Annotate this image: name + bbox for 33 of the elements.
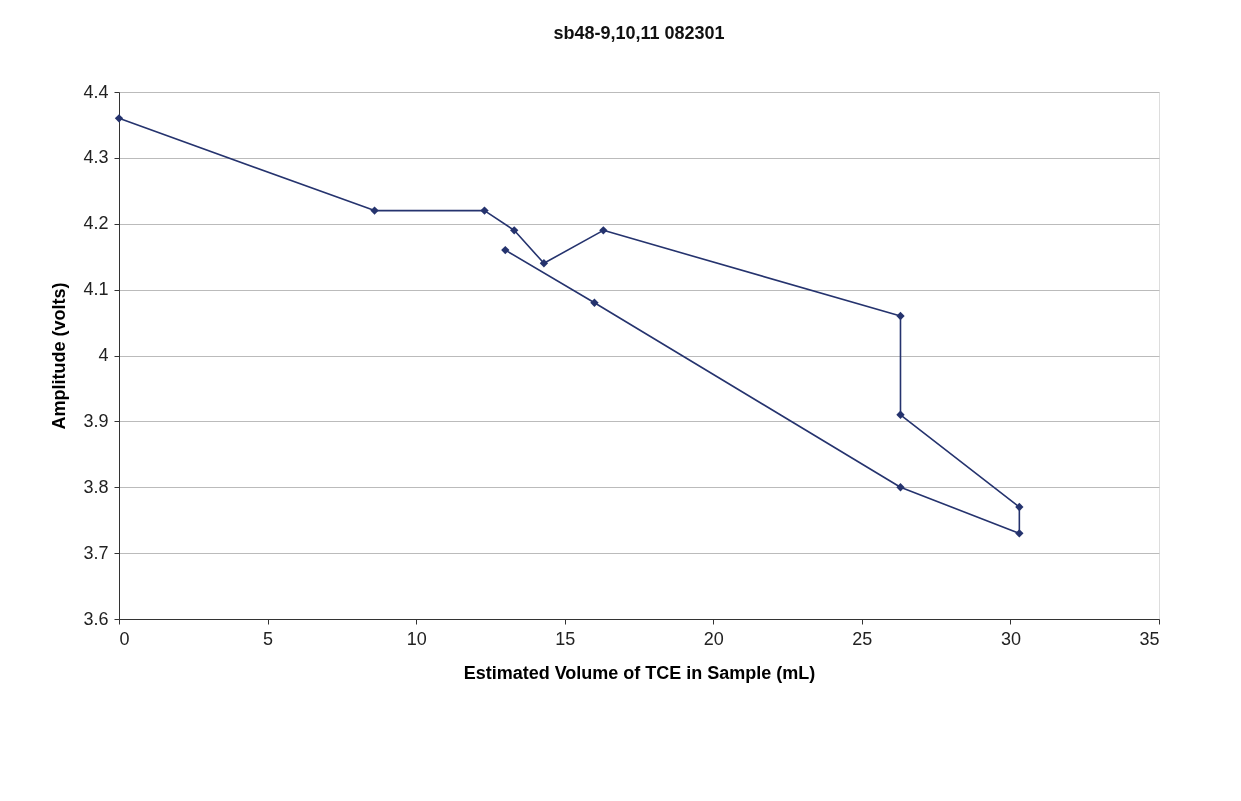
- point: [590, 298, 599, 307]
- point: [539, 259, 549, 268]
- point: [114, 114, 124, 123]
- y-tick-label: 4.3: [83, 147, 109, 168]
- x-tick-label: 20: [703, 628, 724, 649]
- y-tick-label: 3.8: [83, 476, 109, 497]
- x-tick-label: 10: [406, 628, 427, 649]
- point: [896, 483, 905, 492]
- y-tick-label: 4.1: [83, 279, 109, 300]
- y-tick-label: 4.4: [83, 81, 109, 102]
- point: [501, 245, 510, 255]
- y-axis-title: Amplitude (volts): [49, 282, 70, 430]
- x-axis-title: Estimated Volume of TCE in Sample (mL): [463, 662, 816, 683]
- x-tick-label: 0: [119, 628, 130, 649]
- y-tick-label: 4.2: [83, 213, 109, 234]
- y-tick-label: 3.9: [83, 410, 109, 431]
- point: [510, 226, 519, 235]
- y-tick-label: 4: [98, 345, 109, 365]
- x-tick-label: 15: [555, 628, 576, 649]
- point: [599, 226, 608, 235]
- x-tick-label: 35: [1139, 628, 1160, 649]
- chart-title: sb48-9,10,11 082301: [553, 23, 725, 43]
- point: [896, 311, 905, 321]
- point: [370, 206, 379, 215]
- point: [480, 206, 489, 215]
- x-tick-label: 30: [1000, 628, 1021, 649]
- y-tick-label: 3.6: [83, 608, 109, 629]
- x-tick-label: 25: [852, 628, 873, 649]
- x-tick-label: 5: [263, 628, 274, 649]
- point: [896, 410, 905, 419]
- y-tick-label: 3.7: [83, 542, 109, 563]
- point: [1015, 502, 1024, 512]
- point: [1015, 529, 1024, 538]
